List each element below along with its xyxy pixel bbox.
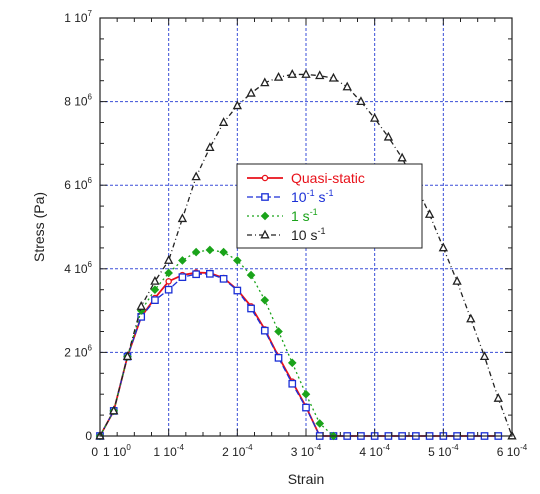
data-point xyxy=(301,69,311,78)
legend-label: Quasi-static xyxy=(291,170,365,186)
x-axis-label: Strain xyxy=(288,471,325,487)
data-point xyxy=(136,301,146,310)
legend-marker xyxy=(261,174,269,182)
data-point xyxy=(397,152,407,162)
x-tick-label: 6 10-4 xyxy=(497,443,528,459)
data-point xyxy=(233,256,242,265)
data-point xyxy=(164,268,173,278)
data-point xyxy=(260,77,270,87)
x-tick-label: 0 xyxy=(91,445,98,459)
data-point xyxy=(287,69,297,78)
y-tick-label: 0 xyxy=(85,429,92,443)
data-point xyxy=(452,275,462,285)
data-point xyxy=(274,327,283,336)
legend: Quasi-static 10-1 s-1 1 s-1 10 s-1 xyxy=(236,163,423,249)
data-point xyxy=(479,351,490,361)
data-point xyxy=(163,255,174,264)
data-point xyxy=(109,405,119,415)
legend-marker xyxy=(260,229,270,239)
data-point xyxy=(178,273,187,282)
data-point xyxy=(177,213,188,223)
data-point xyxy=(218,117,229,126)
data-point xyxy=(122,351,133,361)
axis-ticks: 0 1 10-4 2 10-4 3 10-4 4 10-4 5 10-4 6 10-4 1 1… xyxy=(64,9,528,459)
x-tick-label: 1 10-4 xyxy=(153,443,184,459)
x-tick-label: 5 10-4 xyxy=(428,443,459,459)
data-point xyxy=(150,275,160,285)
data-point xyxy=(287,358,297,368)
data-point xyxy=(191,247,201,257)
x-tick-label: 2 10-4 xyxy=(222,443,253,459)
data-point xyxy=(315,419,325,428)
data-point xyxy=(369,112,380,122)
data-point xyxy=(342,81,352,91)
data-point xyxy=(178,256,187,265)
data-point xyxy=(232,100,243,110)
data-point xyxy=(151,296,159,305)
series-line xyxy=(99,249,334,437)
legend-label: 10 s-1 xyxy=(291,226,325,243)
data-point xyxy=(438,242,449,252)
y-axis-label: Stress (Pa) xyxy=(31,192,47,262)
x-tick-label-origin: 1 100 xyxy=(103,443,131,459)
data-point xyxy=(383,131,394,141)
data-point xyxy=(260,295,270,305)
data-point xyxy=(150,285,160,295)
data-point xyxy=(302,403,310,412)
y-tick-label: 4 106 xyxy=(64,260,92,276)
data-point xyxy=(288,379,297,388)
data-point xyxy=(165,278,172,285)
legend-label: 10-1 s-1 xyxy=(291,188,334,205)
data-point xyxy=(493,392,503,402)
data-point xyxy=(273,71,284,81)
data-point xyxy=(315,70,325,80)
y-tick-label: 6 106 xyxy=(64,176,92,192)
data-point xyxy=(219,247,228,257)
data-point xyxy=(260,326,269,335)
data-point xyxy=(274,353,283,362)
data-point xyxy=(192,270,200,279)
data-point xyxy=(246,87,256,97)
data-point xyxy=(233,286,242,295)
legend-marker xyxy=(261,193,269,201)
data-point xyxy=(466,313,476,323)
data-point xyxy=(301,389,311,399)
data-point xyxy=(246,270,256,280)
data-point xyxy=(247,304,255,313)
data-point xyxy=(424,209,435,218)
data-point xyxy=(356,96,366,106)
data-point xyxy=(191,171,201,181)
y-tick-label: 2 106 xyxy=(64,343,92,359)
data-point xyxy=(205,142,215,152)
legend-marker xyxy=(260,211,270,221)
x-tick-label: 3 10-4 xyxy=(291,443,322,459)
data-point xyxy=(205,245,215,255)
data-point xyxy=(164,285,173,294)
data-point xyxy=(206,269,214,278)
x-tick-label: 4 10-4 xyxy=(359,443,390,459)
legend-label: 1 s-1 xyxy=(291,207,318,224)
data-point xyxy=(328,72,339,82)
y-tick-label: 1 107 xyxy=(64,9,92,25)
y-tick-label: 8 106 xyxy=(64,93,92,109)
data-point xyxy=(219,274,228,283)
